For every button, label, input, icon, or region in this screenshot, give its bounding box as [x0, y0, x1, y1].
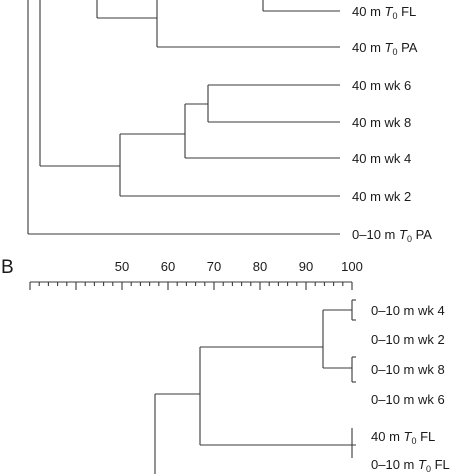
- scale-tick-label: 100: [341, 259, 363, 274]
- leaf-label: 40 m wk 2: [352, 189, 411, 204]
- leaf-label: 0–10 m wk 6: [371, 392, 445, 407]
- leaf-label: 40 m wk 6: [352, 78, 411, 93]
- leaf-label: 40 m T0 PA: [352, 40, 418, 57]
- panel-b-tree: [154, 299, 356, 474]
- scale-tick-label: 90: [299, 259, 313, 274]
- panel-a-labels: 40 m T0 FL 40 m T0 PA 40 m wk 6 40 m wk …: [352, 4, 432, 244]
- scale-tick-label: 80: [253, 259, 267, 274]
- scale-tick-label: 60: [161, 259, 175, 274]
- scale-tick-label: 50: [115, 259, 129, 274]
- leaf-label: 0–10 m T0 FL: [371, 457, 450, 474]
- panel-b-labels: 0–10 m wk 4 0–10 m wk 2 0–10 m wk 8 0–10…: [371, 303, 450, 474]
- leaf-label: 0–10 m wk 4: [371, 303, 445, 318]
- leaf-label: 40 m wk 4: [352, 151, 411, 166]
- panel-a-tree: [27, 0, 340, 235]
- leaf-label: 0–10 m wk 2: [371, 332, 445, 347]
- leaf-label: 40 m T0 FL: [371, 429, 435, 446]
- panel-letter-b: B: [1, 257, 14, 278]
- leaf-label: 40 m wk 8: [352, 115, 411, 130]
- similarity-scale: 50 60 70 80 90 100: [29, 259, 363, 290]
- leaf-label: 0–10 m wk 8: [371, 362, 445, 377]
- scale-tick-label: 70: [207, 259, 221, 274]
- leaf-label: 40 m T0 FL: [352, 4, 416, 21]
- leaf-label: 0–10 m T0 PA: [352, 227, 432, 244]
